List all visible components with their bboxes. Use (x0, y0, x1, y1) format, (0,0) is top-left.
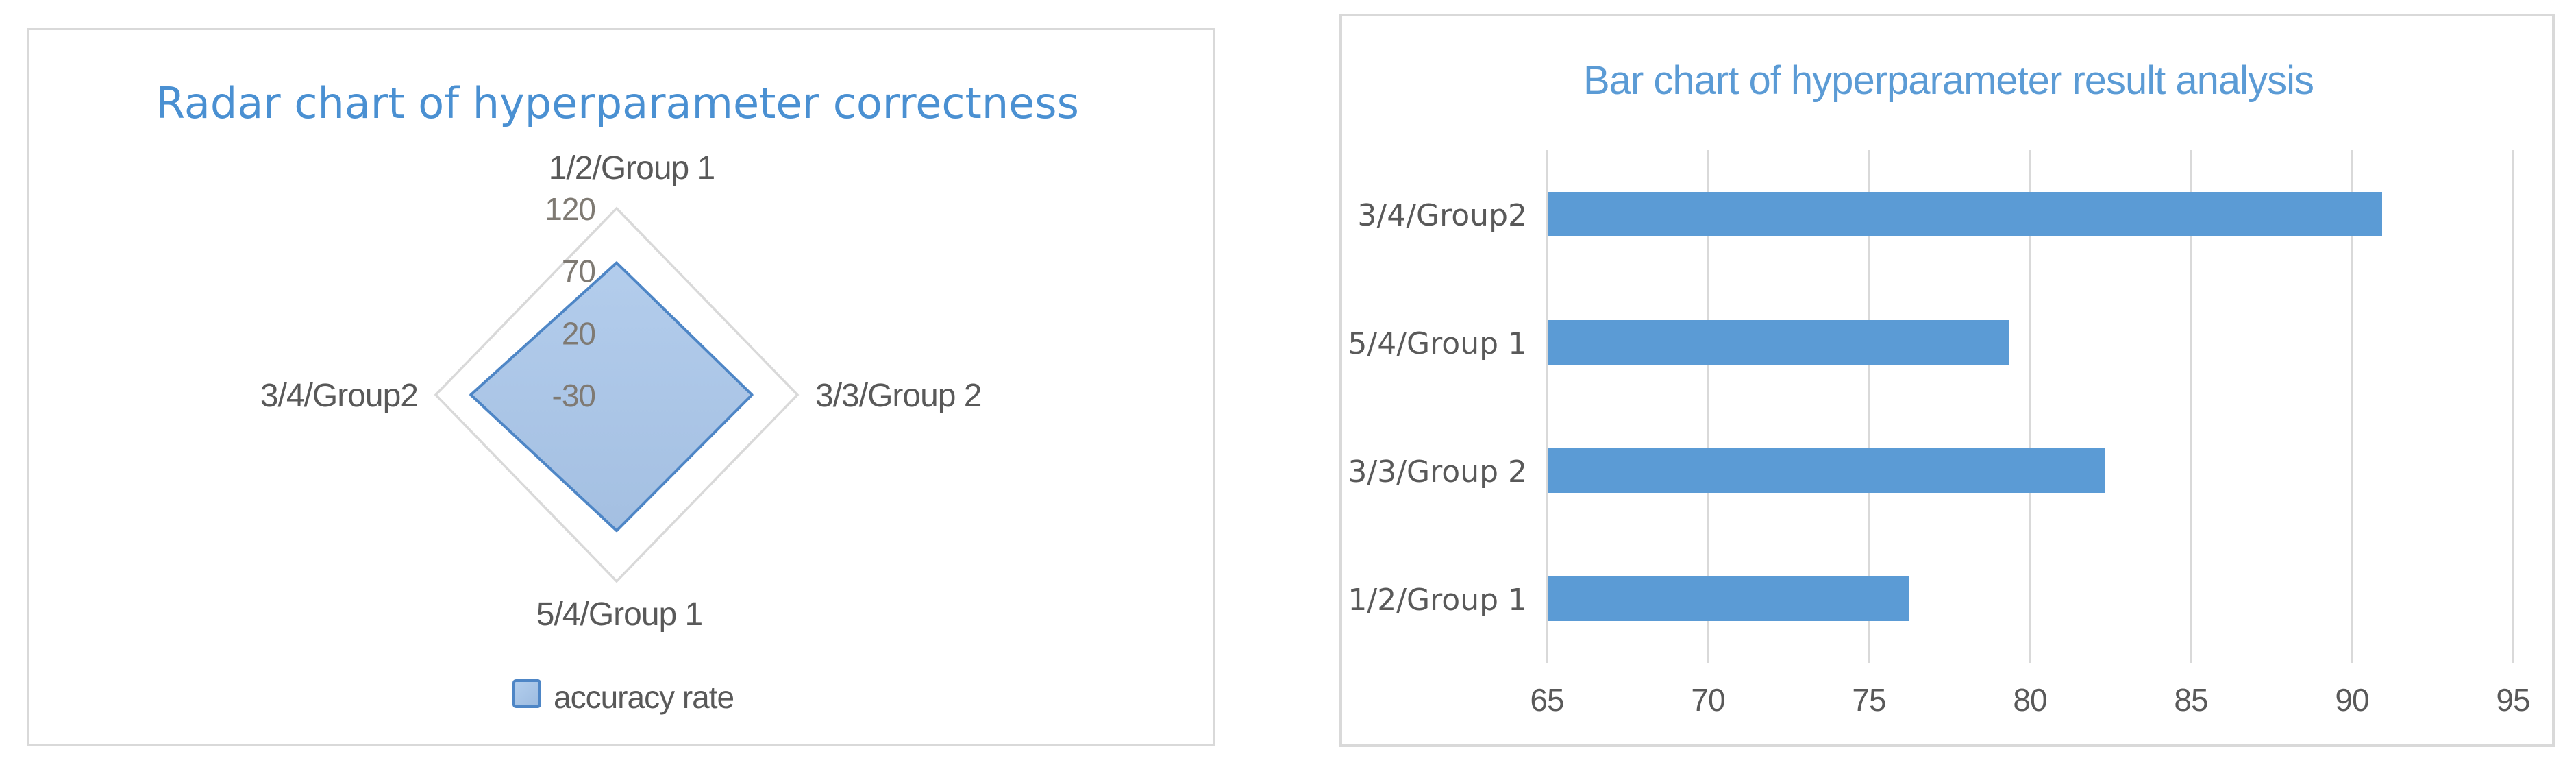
bar-x-axis-tick-label: 75 (1852, 682, 1885, 718)
bar-category-label: 1/2/Group 1 (1348, 583, 1527, 618)
bar-category-label: 5/4/Group 1 (1348, 326, 1527, 361)
radar-category-label: 3/3/Group 2 (815, 378, 982, 414)
bar-x-axis-tick-label: 80 (2013, 682, 2046, 718)
bar-x-axis-tick-label: 65 (1530, 682, 1563, 718)
bar-x-axis-tick-label: 85 (2174, 682, 2207, 718)
bar-3/4/Group2[interactable] (1548, 192, 2382, 236)
bar-chart-panel: Bar chart of hyperparameter result analy… (1339, 14, 2555, 747)
radar-radial-tick-label: 70 (562, 254, 595, 289)
radar-radial-tick-label: 20 (562, 315, 595, 351)
radar-category-label: 3/4/Group2 (260, 378, 418, 414)
radar-radial-tick-label: -30 (552, 378, 595, 413)
radar-chart-title: Radar chart of hyperparameter correctnes… (156, 78, 1079, 128)
bar-x-axis-tick-label: 70 (1691, 682, 1724, 718)
bar-chart-title: Bar chart of hyperparameter result analy… (1583, 58, 2314, 103)
legend-marker-accuracy-rate[interactable] (512, 679, 541, 708)
bar-x-axis-tick-label: 90 (2335, 682, 2368, 718)
bar-5/4/Group 1[interactable] (1548, 320, 2009, 365)
legend-label-accuracy-rate[interactable]: accuracy rate (554, 679, 734, 715)
bar-category-label: 3/3/Group 2 (1348, 454, 1527, 489)
radar-category-label: 5/4/Group 1 (536, 596, 703, 633)
radar-category-label: 1/2/Group 1 (549, 150, 715, 186)
radar-outer-ring-gridline (434, 206, 800, 583)
radar-chart-panel: Radar chart of hyperparameter correctnes… (27, 28, 1215, 746)
radar-radial-tick-label: 120 (545, 191, 595, 227)
bar-1/2/Group 1[interactable] (1548, 576, 1909, 621)
radar-data-polygon-accuracy-rate[interactable] (469, 261, 754, 533)
radar-chart-svg: Radar chart of hyperparameter correctnes… (156, 78, 1079, 715)
bar-x-axis-tick-label: 95 (2496, 682, 2529, 718)
bar-3/3/Group 2[interactable] (1548, 448, 2105, 493)
bar-category-label: 3/4/Group2 (1357, 198, 1527, 233)
bar-chart-svg: Bar chart of hyperparameter result analy… (1348, 58, 2530, 718)
